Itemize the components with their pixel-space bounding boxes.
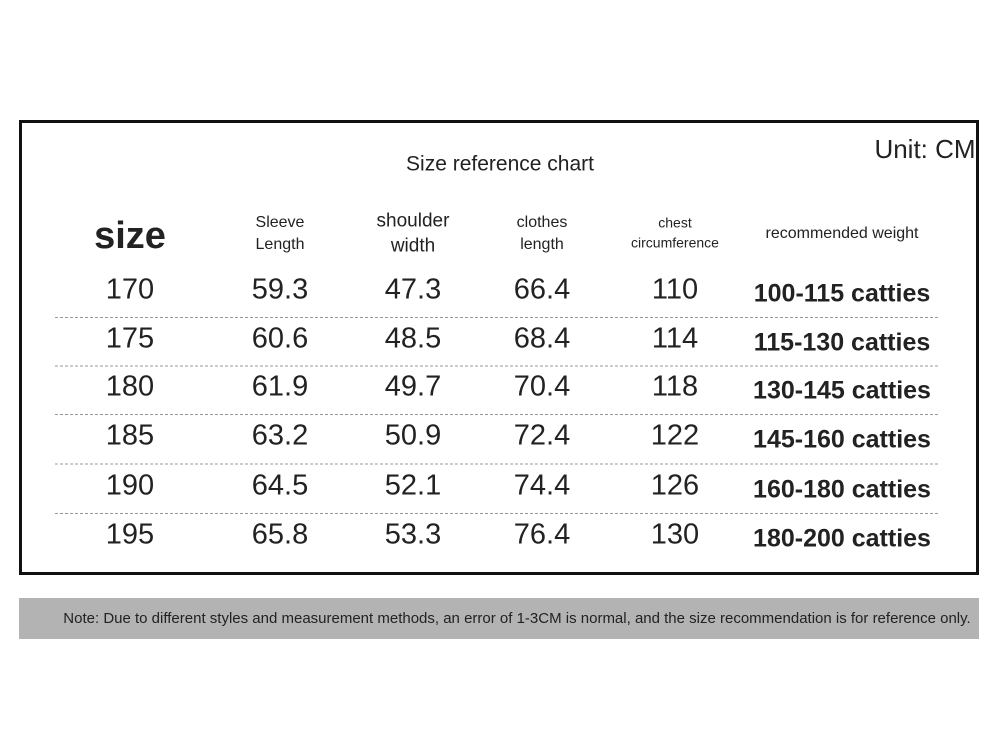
cell: 170 [106,274,154,306]
cell: 160-180 catties [753,476,931,504]
note: Note: Due to different styles and measur… [63,610,970,627]
column-header: size [94,215,166,257]
note-bar [19,598,979,639]
cell: 48.5 [385,323,441,355]
cell: 70.4 [514,371,570,403]
column-header: recommended weight [766,225,920,242]
cell: 76.4 [514,519,570,551]
cell: 190 [106,470,154,502]
cell: 47.3 [385,274,441,306]
cell: 180-200 catties [753,525,931,553]
cell: 61.9 [252,371,308,403]
column-header: chest [658,215,692,231]
cell: 180 [106,371,154,403]
column-header: Sleeve [256,214,305,231]
column-header: shoulder [377,211,451,232]
cell: 118 [652,371,698,403]
cell: 122 [651,420,699,452]
cell: 72.4 [514,420,570,452]
cell: 49.7 [385,371,441,403]
cell: 68.4 [514,323,570,355]
cell: 195 [106,519,154,551]
column-header: circumference [631,235,719,251]
title: Size reference chart [406,153,594,176]
cell: 60.6 [252,323,308,355]
cell: 126 [651,470,699,502]
cell: 59.3 [252,274,308,306]
cell: 130 [651,519,699,551]
column-header: clothes [517,214,568,231]
cell: 175 [106,323,154,355]
cell: 100-115 catties [754,280,931,308]
cell: 52.1 [385,470,441,502]
cell: 50.9 [385,420,441,452]
cell: 115-130 catties [754,329,931,357]
unit: Unit: CM [874,134,975,164]
table-frame [19,120,979,575]
cell: 145-160 catties [753,426,931,454]
cell: 185 [106,420,154,452]
cell: 114 [652,323,698,355]
cell: 65.8 [252,519,308,551]
cell: 74.4 [514,470,570,502]
cell: 66.4 [514,274,570,306]
column-header: length [520,236,564,253]
cell: 110 [652,274,698,306]
cell: 53.3 [385,519,441,551]
column-header: Length [256,236,305,253]
column-header: width [390,236,435,257]
cell: 64.5 [252,470,308,502]
cell: 130-145 catties [753,377,931,405]
cell: 63.2 [252,420,308,452]
